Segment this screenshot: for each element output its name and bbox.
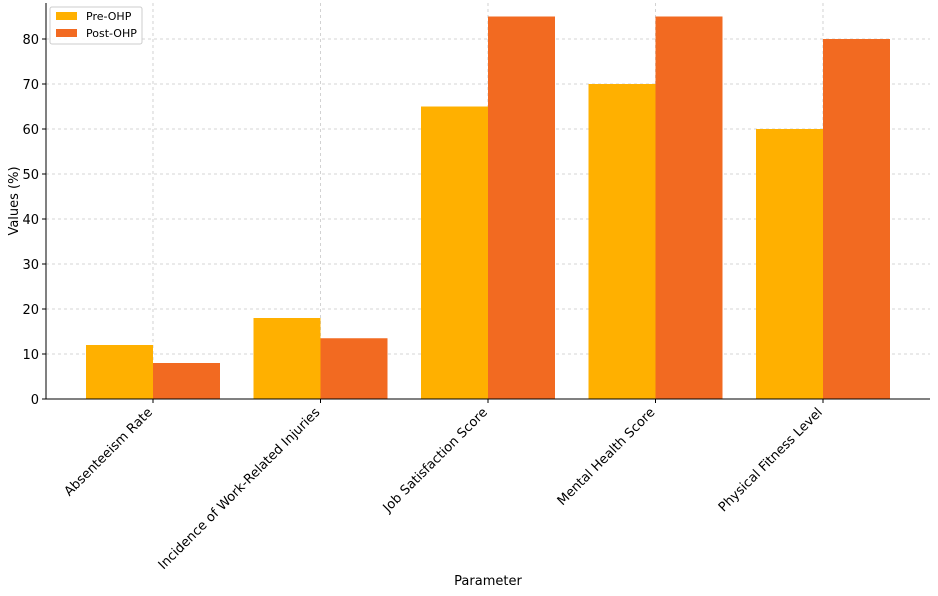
y-tick-label: 80 [22,33,39,48]
bar-pre-ohp-3 [588,84,656,399]
bar-post-ohp-0 [153,363,220,399]
legend-label-post-ohp: Post-OHP [86,27,137,40]
x-tick-label: Absenteeism Rate [62,405,156,499]
y-axis-label: Values (%) [7,166,22,235]
x-tick-label: Mental Health Score [555,405,659,509]
legend: Pre-OHP Post-OHP [49,6,143,45]
y-ticks: 0 10 20 30 40 50 60 70 80 [22,33,46,408]
legend-swatch-post-ohp [56,29,77,37]
bar-pre-ohp-1 [253,318,321,399]
x-tick-label: Job Satisfaction Score [380,405,491,516]
y-tick-label: 60 [22,123,39,138]
bar-post-ohp-3 [655,16,723,399]
x-tick-label: Physical Fitness Level [716,405,826,515]
bar-post-ohp-2 [488,16,555,399]
bar-post-ohp-1 [320,338,388,399]
y-tick-label: 40 [22,213,39,228]
bar-pre-ohp-2 [421,106,488,399]
y-tick-label: 20 [22,303,39,318]
y-tick-label: 50 [22,168,39,183]
x-ticks: Absenteeism Rate Incidence of Work-Relate… [62,399,826,573]
y-tick-label: 30 [22,258,39,273]
y-tick-label: 10 [22,348,39,363]
x-tick-label: Incidence of Work-Related Injuries [156,405,324,573]
bars [86,16,890,399]
x-axis-label: Parameter [454,574,522,589]
bar-post-ohp-4 [823,39,890,399]
y-tick-label: 0 [31,393,39,408]
y-tick-label: 70 [22,78,39,93]
bar-pre-ohp-4 [756,129,823,399]
legend-swatch-pre-ohp [56,12,77,20]
legend-label-pre-ohp: Pre-OHP [86,10,132,23]
bar-pre-ohp-0 [86,345,153,399]
